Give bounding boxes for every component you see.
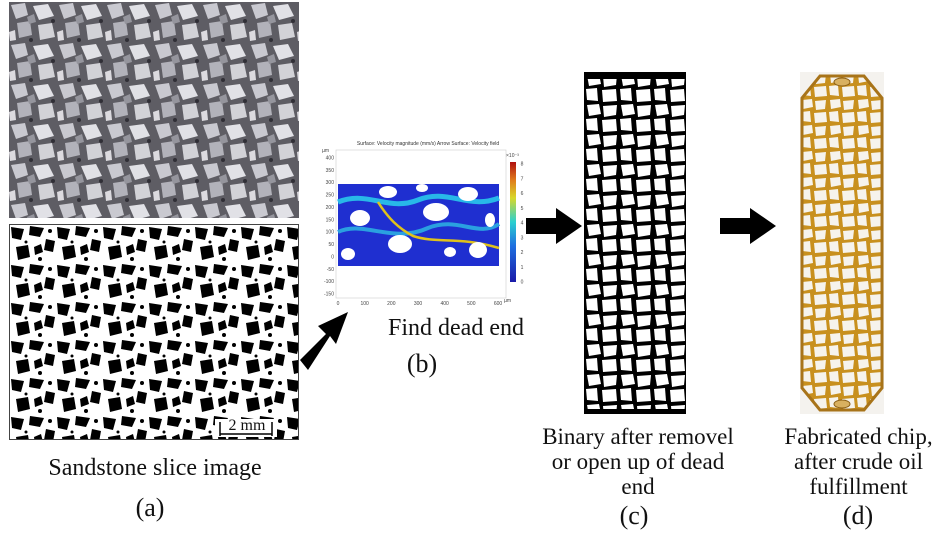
sandstone-micrograph [9, 2, 299, 218]
chip-inlet-port [833, 77, 851, 87]
chip-outline [800, 74, 884, 412]
velocity-simulation-plot: 400 350 300 250 200 150 100 50 0 -50 -100 -150 0 100 2… [318, 140, 528, 308]
colorbar-tick-label: 4 [521, 221, 524, 227]
panel-d-caption-line-2: after crude oil [794, 449, 923, 474]
colorbar-tick-label: 0 [521, 280, 524, 286]
panel-a-caption: Sandstone slice image [48, 455, 262, 481]
arrow-to-dead-end [296, 304, 356, 374]
panel-b-caption: Find dead end [388, 315, 524, 341]
colorbar-tick-label: 1 [521, 265, 524, 271]
y-tick-label: 250 [326, 193, 335, 199]
panel-d-caption-line-1: Fabricated chip, [784, 424, 933, 449]
y-axis-unit: µm [322, 148, 330, 154]
y-tick-label: 50 [328, 242, 334, 248]
colorbar-tick-label: 7 [521, 176, 524, 182]
plot-title: Surface: Velocity magnitude (mm/s) Arrow… [356, 141, 500, 147]
panel-a-label: (a) [135, 493, 165, 522]
colorbar-tick-label: 8 [521, 162, 524, 168]
x-tick-label: 300 [414, 301, 423, 307]
y-tick-label: 0 [331, 254, 334, 260]
x-tick-label: 0 [337, 301, 340, 307]
panel-c-label: (c) [619, 501, 649, 530]
x-tick-label: 200 [387, 301, 396, 307]
y-tick-label: -50 [327, 267, 334, 273]
y-tick-label: -150 [324, 292, 334, 298]
colorbar-tick-label: 6 [521, 191, 524, 197]
sandstone-binary-image: 2 mm [9, 224, 299, 440]
panel-c-caption-line-2: or open up of dead [551, 449, 725, 474]
binary-dead-end-removed [584, 72, 686, 414]
y-tick-label: 100 [326, 230, 335, 236]
arrow-to-binary [526, 208, 582, 244]
y-tick-label: 350 [326, 168, 335, 174]
colorbar-tick-label: 3 [521, 235, 524, 241]
x-tick-label: 600 [494, 301, 503, 307]
panel-b-label: (b) [406, 349, 438, 378]
x-tick-label: 400 [440, 301, 449, 307]
colorbar [510, 162, 516, 282]
y-tick-label: 400 [326, 156, 335, 162]
scale-bar-label: 2 mm [228, 417, 266, 434]
x-axis-unit: µm [504, 298, 512, 304]
panel-c-caption-line-3: end [621, 474, 655, 499]
colorbar-tick-label: 5 [521, 206, 524, 212]
panel-d-label: (d) [842, 501, 874, 530]
y-tick-label: 300 [326, 180, 335, 186]
x-tick-label: 500 [467, 301, 476, 307]
fabricated-chip-photo [800, 72, 884, 414]
arrow-to-chip [720, 208, 776, 244]
x-tick-label: 100 [360, 301, 369, 307]
flow-field [337, 184, 501, 266]
panel-c-caption-line-1: Binary after removel [542, 424, 734, 449]
y-tick-label: -100 [324, 279, 334, 285]
chip-outlet-port [833, 399, 851, 409]
y-tick-label: 200 [326, 205, 335, 211]
colorbar-tick-label: 2 [521, 250, 524, 256]
y-tick-label: 150 [326, 217, 335, 223]
colorbar-unit: ×10⁻³ [506, 153, 519, 159]
panel-d-caption-line-3: fulfillment [809, 474, 908, 499]
